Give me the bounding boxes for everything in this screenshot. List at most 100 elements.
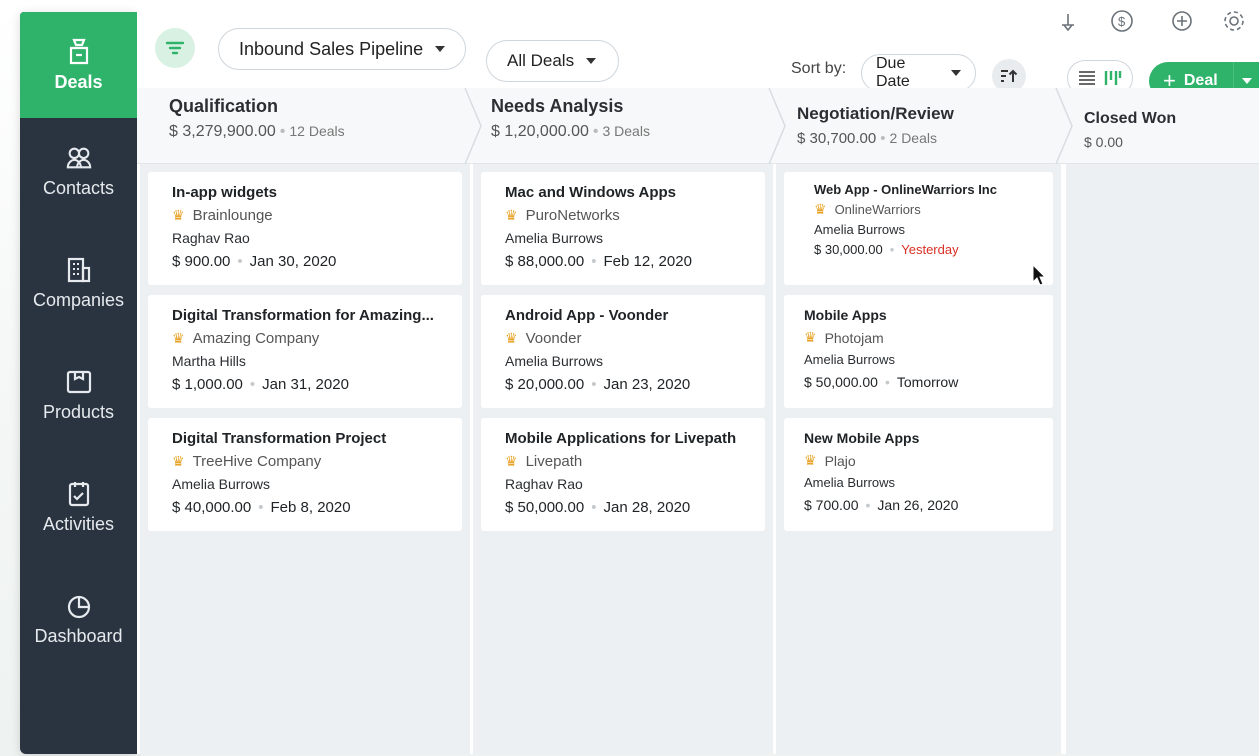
deal-owner: Raghav Rao: [505, 476, 583, 492]
deal-due: Feb 8, 2020: [270, 499, 351, 516]
deal-company-name: PuroNetworks: [525, 207, 620, 224]
deal-title: Web App - OnlineWarriors Inc: [814, 182, 997, 197]
deal-title: In-app widgets: [172, 184, 277, 201]
sort-selector[interactable]: Due Date: [861, 54, 976, 92]
activities-checklist-icon: [65, 480, 93, 508]
deals-filter-selector[interactable]: All Deals: [486, 40, 619, 82]
currency-icon[interactable]: $: [1107, 6, 1137, 36]
deal-title: Digital Transformation Project: [172, 430, 387, 447]
sidebar-item-companies[interactable]: Companies: [20, 256, 137, 311]
deal-amount: $ 40,000.00: [172, 499, 252, 516]
deal-amount: $ 900.00: [172, 253, 231, 270]
deal-company-name: Voonder: [525, 330, 582, 347]
deal-amount-row: $ 900.00 • Jan 30, 2020: [172, 253, 337, 270]
sidebar-item-products[interactable]: Products: [20, 368, 137, 423]
products-box-icon: [65, 368, 93, 396]
main-panel: Inbound Sales Pipeline All Deals Sort by…: [137, 10, 1259, 754]
stage-count: 2 Deals: [889, 130, 937, 146]
deal-amount-row: $ 30,000.00 • Yesterday: [814, 242, 959, 257]
pipeline-selector-label: Inbound Sales Pipeline: [239, 38, 424, 59]
stage-name: Needs Analysis: [491, 96, 624, 116]
sidebar-item-label: Products: [42, 402, 115, 422]
deal-amount-row: $ 40,000.00 • Feb 8, 2020: [172, 499, 351, 516]
sidebar-item-label: Activities: [42, 514, 114, 534]
filter-icon: [165, 41, 185, 55]
pipeline-selector[interactable]: Inbound Sales Pipeline: [218, 28, 466, 70]
stage-column-negotiation-review: Web App - OnlineWarriors Inc ♛ OnlineWarr…: [776, 164, 1061, 754]
stage-separator: [1055, 88, 1073, 164]
deal-company: ♛ Amazing Company: [172, 330, 442, 347]
deal-amount: $ 1,000.00: [172, 376, 243, 393]
sidebar-item-contacts[interactable]: Contacts: [20, 144, 137, 199]
deal-card[interactable]: In-app widgets ♛ Brainlounge Raghav Rao $…: [148, 172, 462, 285]
deal-company: ♛ PuroNetworks: [505, 207, 745, 224]
stage-header-needs-analysis: Needs Analysis $ 1,20,000.00 • 3 Deals: [459, 88, 769, 164]
deal-owner: Amelia Burrows: [505, 353, 604, 369]
sort-ascending-icon: [1001, 69, 1018, 82]
stage-summary: $ 3,279,900.00 • 12 Deals: [169, 123, 345, 140]
deal-card[interactable]: Digital Transformation Project ♛ TreeHive…: [148, 418, 462, 531]
deal-amount-row: $ 88,000.00 • Feb 12, 2020: [505, 253, 692, 270]
deal-company-name: Brainlounge: [192, 207, 273, 224]
sidebar-item-label: Companies: [32, 290, 125, 310]
deal-owner: Raghav Rao: [172, 230, 250, 246]
sidebar: Deals Contacts Companies Products Activi…: [20, 12, 137, 754]
deal-card[interactable]: Mac and Windows Apps ♛ PuroNetworks Ameli…: [481, 172, 765, 285]
deal-title: Android App - Voonder: [505, 307, 669, 324]
deal-title: Digital Transformation for Amazing...: [172, 307, 434, 324]
deal-owner: Martha Hills: [172, 353, 246, 369]
deal-card[interactable]: Mobile Applications for Livepath ♛ Livepa…: [481, 418, 765, 531]
deal-company-name: TreeHive Company: [192, 453, 322, 470]
deal-owner: Amelia Burrows: [505, 230, 604, 246]
stage-name: Negotiation/Review: [797, 104, 954, 123]
add-deal-label: Deal: [1183, 72, 1218, 89]
add-circle-icon[interactable]: [1167, 6, 1197, 36]
deal-card[interactable]: Digital Transformation for Amazing... ♛ A…: [148, 295, 462, 408]
chevron-down-icon: [435, 46, 446, 52]
stage-amount: $ 1,20,000.00: [491, 123, 589, 140]
sidebar-item-label: Dashboard: [34, 626, 123, 646]
add-deal-dropdown[interactable]: [1233, 62, 1259, 100]
stage-header-bar: Qualification $ 3,279,900.00 • 12 Deals Ne…: [137, 88, 1259, 164]
deal-amount: $ 700.00: [804, 497, 859, 513]
kanban-view-icon[interactable]: [1104, 69, 1122, 87]
deal-amount: $ 88,000.00: [505, 253, 585, 270]
deal-title: Mac and Windows Apps: [505, 184, 676, 201]
deal-company: ♛ Plajo: [804, 452, 1033, 469]
deal-due: Jan 23, 2020: [603, 376, 691, 393]
gear-icon[interactable]: [1219, 6, 1249, 36]
sidebar-item-activities[interactable]: Activities: [20, 480, 137, 535]
crown-icon: ♛: [804, 452, 817, 468]
sidebar-item-label: Contacts: [42, 178, 115, 198]
list-view-icon[interactable]: [1078, 70, 1096, 86]
deal-amount-row: $ 20,000.00 • Jan 23, 2020: [505, 376, 691, 393]
deal-card[interactable]: New Mobile Apps ♛ Plajo Amelia Burrows $ …: [784, 418, 1053, 531]
deal-amount-row: $ 1,000.00 • Jan 31, 2020: [172, 376, 349, 393]
deal-card[interactable]: Android App - Voonder ♛ Voonder Amelia Bu…: [481, 295, 765, 408]
deal-title: New Mobile Apps: [804, 430, 920, 446]
stage-name: Qualification: [169, 96, 279, 116]
deal-card[interactable]: Mobile Apps ♛ Photojam Amelia Burrows $ 5…: [784, 295, 1053, 408]
sidebar-item-dashboard[interactable]: Dashboard: [20, 592, 137, 647]
sidebar-item-deals[interactable]: Deals: [20, 12, 137, 118]
deals-bag-icon: [65, 38, 93, 66]
sort-direction-button[interactable]: [992, 59, 1026, 93]
filter-button[interactable]: [155, 28, 195, 68]
deal-amount: $ 50,000.00: [804, 374, 878, 390]
contacts-icon: [65, 144, 93, 172]
deal-company: ♛ Photojam: [804, 329, 1033, 346]
notification-icon[interactable]: [1053, 6, 1083, 36]
chevron-down-icon: [586, 58, 597, 64]
deal-company-name: Plajo: [824, 452, 856, 469]
deal-company-name: OnlineWarriors: [834, 202, 921, 217]
crown-icon: ♛: [804, 329, 817, 345]
crown-icon: ♛: [814, 201, 827, 217]
crown-icon: ♛: [505, 453, 518, 469]
deal-due: Feb 12, 2020: [603, 253, 692, 270]
deal-company: ♛ Voonder: [505, 330, 745, 347]
deal-owner: Amelia Burrows: [172, 476, 271, 492]
deal-card[interactable]: Web App - OnlineWarriors Inc ♛ OnlineWarr…: [784, 172, 1053, 285]
stage-amount: $ 3,279,900.00: [169, 123, 276, 140]
deal-company: ♛ TreeHive Company: [172, 453, 442, 470]
crown-icon: ♛: [505, 330, 518, 346]
